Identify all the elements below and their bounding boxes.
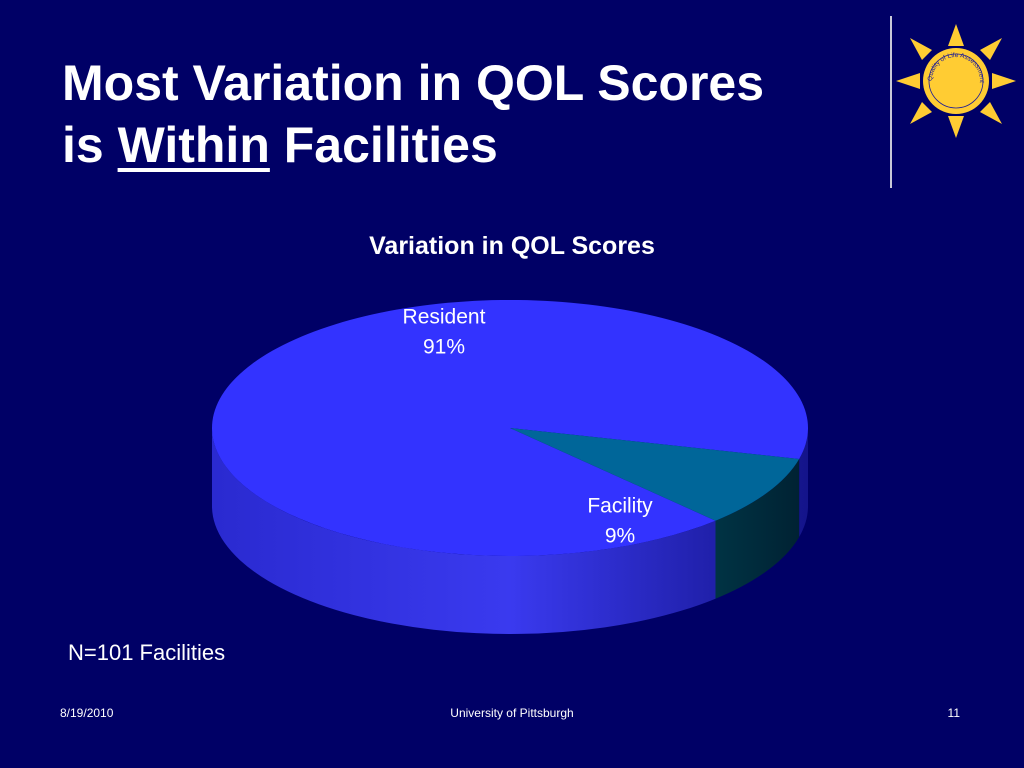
slide-title: Most Variation in QOL Scores is Within F… — [62, 52, 764, 176]
label-facility-value: 9% — [605, 525, 635, 548]
header-divider — [890, 16, 892, 188]
title-line-1: Most Variation in QOL Scores — [62, 55, 765, 111]
footer-page-number: 11 — [947, 706, 960, 720]
footer-date: 8/19/2010 — [60, 706, 114, 720]
pie-slice-resident — [212, 299, 809, 556]
title-line-2-suffix: Facilities — [269, 117, 498, 173]
title-emphasis: Within — [117, 117, 270, 173]
pie-slice-resident-side — [212, 428, 808, 634]
label-resident-name: Resident — [403, 306, 486, 329]
label-facility-name: Facility — [587, 495, 653, 518]
chart-title: Variation in QOL Scores — [369, 232, 655, 260]
footer-organization: University of Pittsburgh — [450, 706, 574, 720]
label-resident-value: 91% — [423, 336, 465, 359]
sample-size-note: N=101 Facilities — [68, 640, 226, 665]
pie-slice-facility — [510, 428, 800, 521]
sun-logo-icon: Quality of Life Assessment — [896, 24, 1016, 138]
title-line-2-prefix: is — [62, 117, 118, 173]
pie-slice-facility-side — [715, 458, 800, 599]
